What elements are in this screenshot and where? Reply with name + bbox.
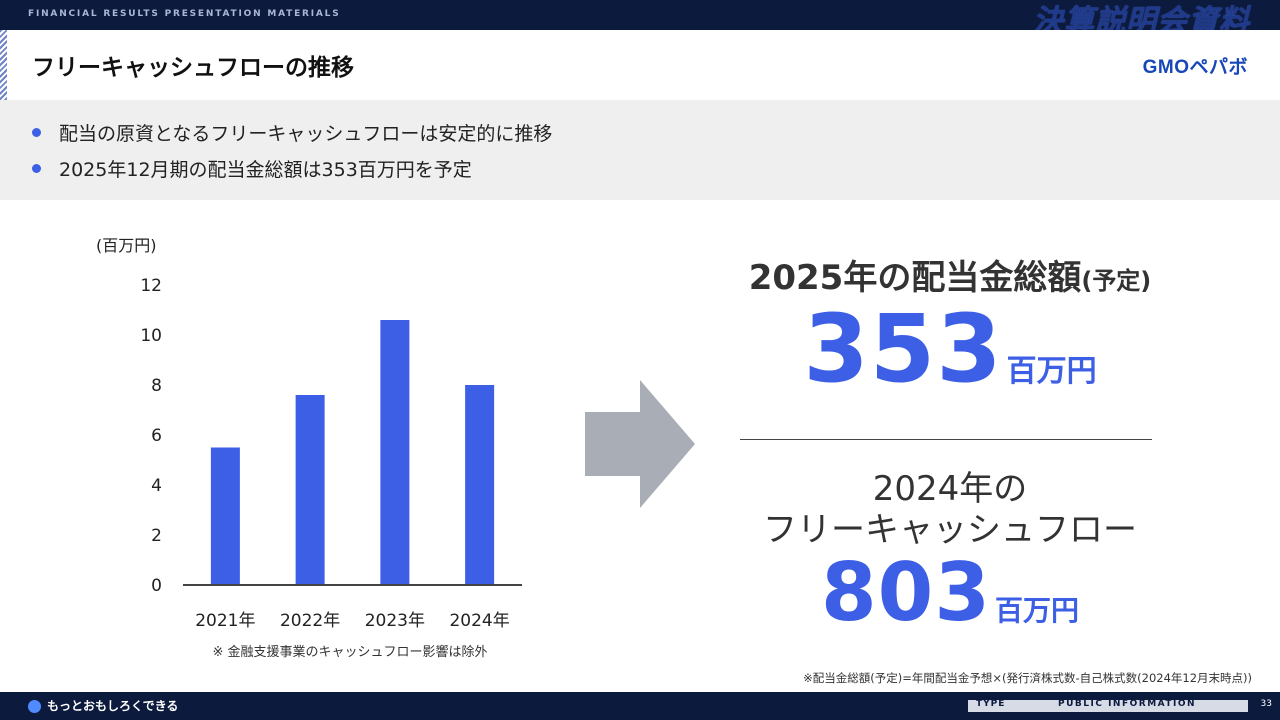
fcf-heading-line1: 2024年の [872,469,1028,509]
fcf-total: 803 百万円 [700,546,1200,639]
speech-bubble-icon [28,700,41,713]
dividend-heading-suffix: (予定) [1081,267,1152,295]
dividend-footnote: ※配当金総額(予定)=年間配当金予想×(発行済株式数-自己株式数(2024年12… [803,671,1252,685]
summary-divider [740,439,1152,440]
dividend-total: 353 百万円 [700,295,1200,404]
fcf-bar-chart: (百万円) 0 2 4 6 8 10 12 2021年 2022年 2023年 2024年 ※ 金融支援… [96,236,522,660]
footer-slogan: もっとおもしろくできる [28,697,178,714]
y-tick-label: 10 [140,326,162,346]
y-tick-label: 0 [151,576,162,596]
fcf-unit: 百万円 [994,594,1079,627]
y-unit-label: (百万円) [96,236,157,255]
slide-title: フリーキャッシュフローの推移 [32,55,354,81]
bar-2023年 [380,320,410,585]
x-tick-label: 2022年 [280,611,340,631]
x-tick-label: 2024年 [449,611,509,631]
y-tick-label: 12 [140,276,162,296]
bar-2021年 [210,447,240,585]
y-tick-label: 6 [151,426,162,446]
chart-note: ※ 金融支援事業のキャッシュフロー影響は除外 [212,644,487,660]
x-tick-label: 2023年 [365,611,425,631]
bullet-item: 配当の原資となるフリーキャッシュフローは安定的に推移 [32,119,552,146]
info-type-box: TYPE PUBLIC INFORMATION [968,699,1248,712]
page-number: 33 [1260,699,1272,709]
title-bar: フリーキャッシュフローの推移 GMOペパボ [0,30,1280,100]
y-tick-label: 4 [151,476,162,496]
bar-2022年 [295,395,325,585]
right-arrow-icon [585,380,695,508]
bullet-item: 2025年12月期の配当金総額は353百万円を予定 [32,155,472,182]
company-logo: GMOペパボ [1142,57,1248,78]
bar-2024年 [465,385,495,585]
footer-bar: もっとおもしろくできる TYPE PUBLIC INFORMATION 33 [0,692,1280,720]
title-accent-stripe [0,30,7,100]
y-tick-label: 8 [151,376,162,396]
type-label: TYPE [976,699,1006,709]
bullet-panel [0,100,1280,200]
bullet-text: 配当の原資となるフリーキャッシュフローは安定的に推移 [59,123,553,145]
dividend-unit: 百万円 [1006,354,1097,389]
x-tick-label: 2021年 [195,611,255,631]
fcf-value: 803 [820,546,991,639]
slogan-text: もっとおもしろくできる [47,699,179,713]
bullet-text: 2025年12月期の配当金総額は353百万円を予定 [59,159,472,181]
fcf-heading-line2: フリーキャッシュフロー [763,510,1137,550]
bullet-dot-icon [32,128,41,137]
top-bar: FINANCIAL RESULTS PRESENTATION MATERIALS… [0,0,1280,39]
dividend-heading: 2025年の配当金総額(予定) [700,250,1200,299]
y-tick-label: 2 [151,526,162,546]
dividend-heading-text: 2025年の配当金総額 [748,258,1082,298]
info-label: PUBLIC INFORMATION [1058,699,1197,709]
dividend-value: 353 [803,295,1003,404]
category-label: FINANCIAL RESULTS PRESENTATION MATERIALS [28,9,341,19]
bullet-dot-icon [32,164,41,173]
